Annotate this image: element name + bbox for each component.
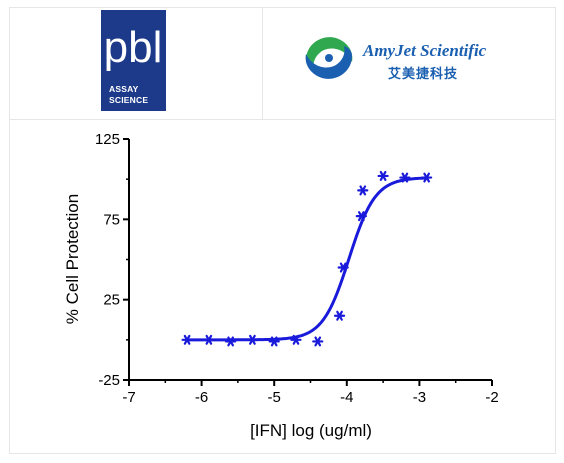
header-divider	[9, 119, 556, 120]
data-point	[268, 336, 280, 347]
data-point	[337, 262, 349, 273]
data-point-stroke	[401, 172, 409, 183]
data-point-stroke	[339, 262, 347, 273]
data-point-stroke	[314, 336, 322, 347]
data-point-stroke	[249, 334, 256, 345]
x-tick-label: -4	[340, 389, 353, 406]
data-point-stroke	[359, 185, 367, 196]
x-tick-label: -3	[413, 389, 426, 406]
data-point	[203, 334, 215, 345]
data-point	[290, 334, 302, 345]
data-point-stroke	[379, 170, 387, 181]
data-points-group	[181, 170, 433, 347]
fit-curve	[187, 176, 427, 342]
x-tick-label: -2	[485, 389, 498, 406]
pbl-line2: SCIENCE	[109, 95, 149, 105]
logo-divider	[262, 7, 263, 119]
data-point-stroke	[183, 334, 191, 345]
data-point	[246, 334, 259, 345]
amyjet-name: AmyJet Scientific	[363, 41, 487, 60]
fit-curve-group	[187, 176, 427, 342]
y-tick-label: 75	[103, 211, 120, 228]
y-tick-label: 25	[103, 292, 120, 309]
pbl-assay-science-logo: pbl ASSAY SCIENCE	[101, 10, 166, 111]
x-tick-label: -7	[122, 389, 135, 406]
data-point-stroke	[205, 334, 213, 345]
chart-axes: -7 -6 -5 -4 -3 -2 -25 25 75 125	[95, 131, 499, 406]
x-axis-label: [IFN] log (ug/ml)	[250, 421, 372, 440]
figure-frame	[9, 7, 556, 454]
data-point	[399, 172, 411, 183]
data-point-stroke	[336, 310, 343, 321]
data-point	[355, 211, 367, 222]
data-point	[181, 334, 193, 345]
data-point-stroke	[357, 211, 365, 222]
pbl-line1: ASSAY	[109, 84, 139, 94]
y-tick-label: -25	[98, 372, 120, 389]
data-point	[421, 172, 433, 183]
data-point-stroke	[292, 334, 300, 345]
y-axis-label: % Cell Protection	[63, 194, 82, 324]
pbl-mark: pbl	[105, 23, 162, 72]
data-point-stroke	[227, 336, 234, 347]
amyjet-chinese-name: 艾美捷科技	[388, 66, 459, 81]
data-point	[377, 170, 389, 181]
pbl-mark-text: pbl	[105, 23, 162, 72]
data-point	[333, 310, 346, 321]
x-tick-label: -6	[195, 389, 208, 406]
data-point-stroke	[270, 336, 278, 347]
data-point	[225, 336, 237, 347]
data-point-stroke	[423, 172, 431, 183]
y-tick-label: 125	[95, 131, 120, 148]
amyjet-scientific-logo: AmyJet Scientific 艾美捷科技	[300, 32, 540, 87]
x-tick-label: -5	[268, 389, 281, 406]
data-point	[312, 336, 324, 347]
amyjet-swirl-icon	[305, 37, 353, 79]
data-point	[357, 185, 369, 196]
